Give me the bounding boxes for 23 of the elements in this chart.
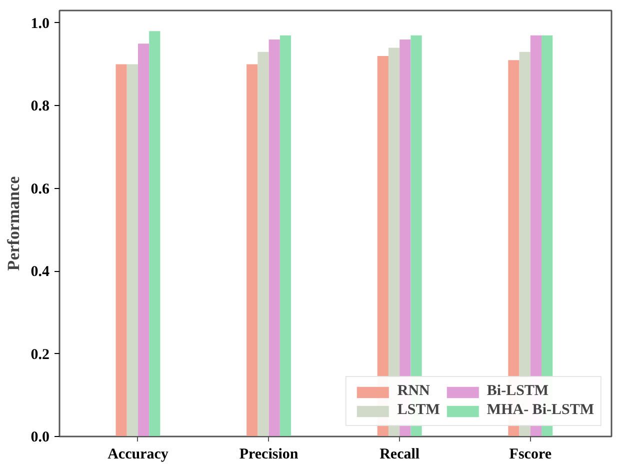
legend-label: MHA- Bi-LSTM bbox=[486, 402, 594, 419]
bar bbox=[149, 31, 160, 436]
x-tick-label: Accuracy bbox=[108, 446, 169, 462]
bar bbox=[258, 52, 269, 436]
bar bbox=[138, 44, 150, 436]
y-axis-title: Performance bbox=[4, 176, 23, 271]
x-tick-label: Recall bbox=[380, 446, 420, 462]
y-tick-label: 0.8 bbox=[30, 98, 50, 115]
x-tick-label: Fscore bbox=[509, 446, 552, 462]
y-tick-label: 0.4 bbox=[30, 264, 50, 280]
bar bbox=[280, 35, 292, 436]
bar bbox=[268, 39, 280, 436]
y-tick-label: 0.2 bbox=[30, 346, 50, 363]
bar bbox=[116, 64, 127, 436]
y-tick-label: 1.0 bbox=[30, 16, 50, 32]
y-tick-label: 0.0 bbox=[30, 430, 50, 446]
y-tick-label: 0.6 bbox=[30, 181, 50, 198]
x-tick-label: Precision bbox=[239, 446, 299, 462]
bar bbox=[126, 64, 138, 436]
legend-label: RNN bbox=[397, 383, 430, 400]
legend-label: Bi-LSTM bbox=[486, 383, 549, 400]
legend-label: LSTM bbox=[397, 402, 440, 419]
bar bbox=[246, 64, 258, 436]
